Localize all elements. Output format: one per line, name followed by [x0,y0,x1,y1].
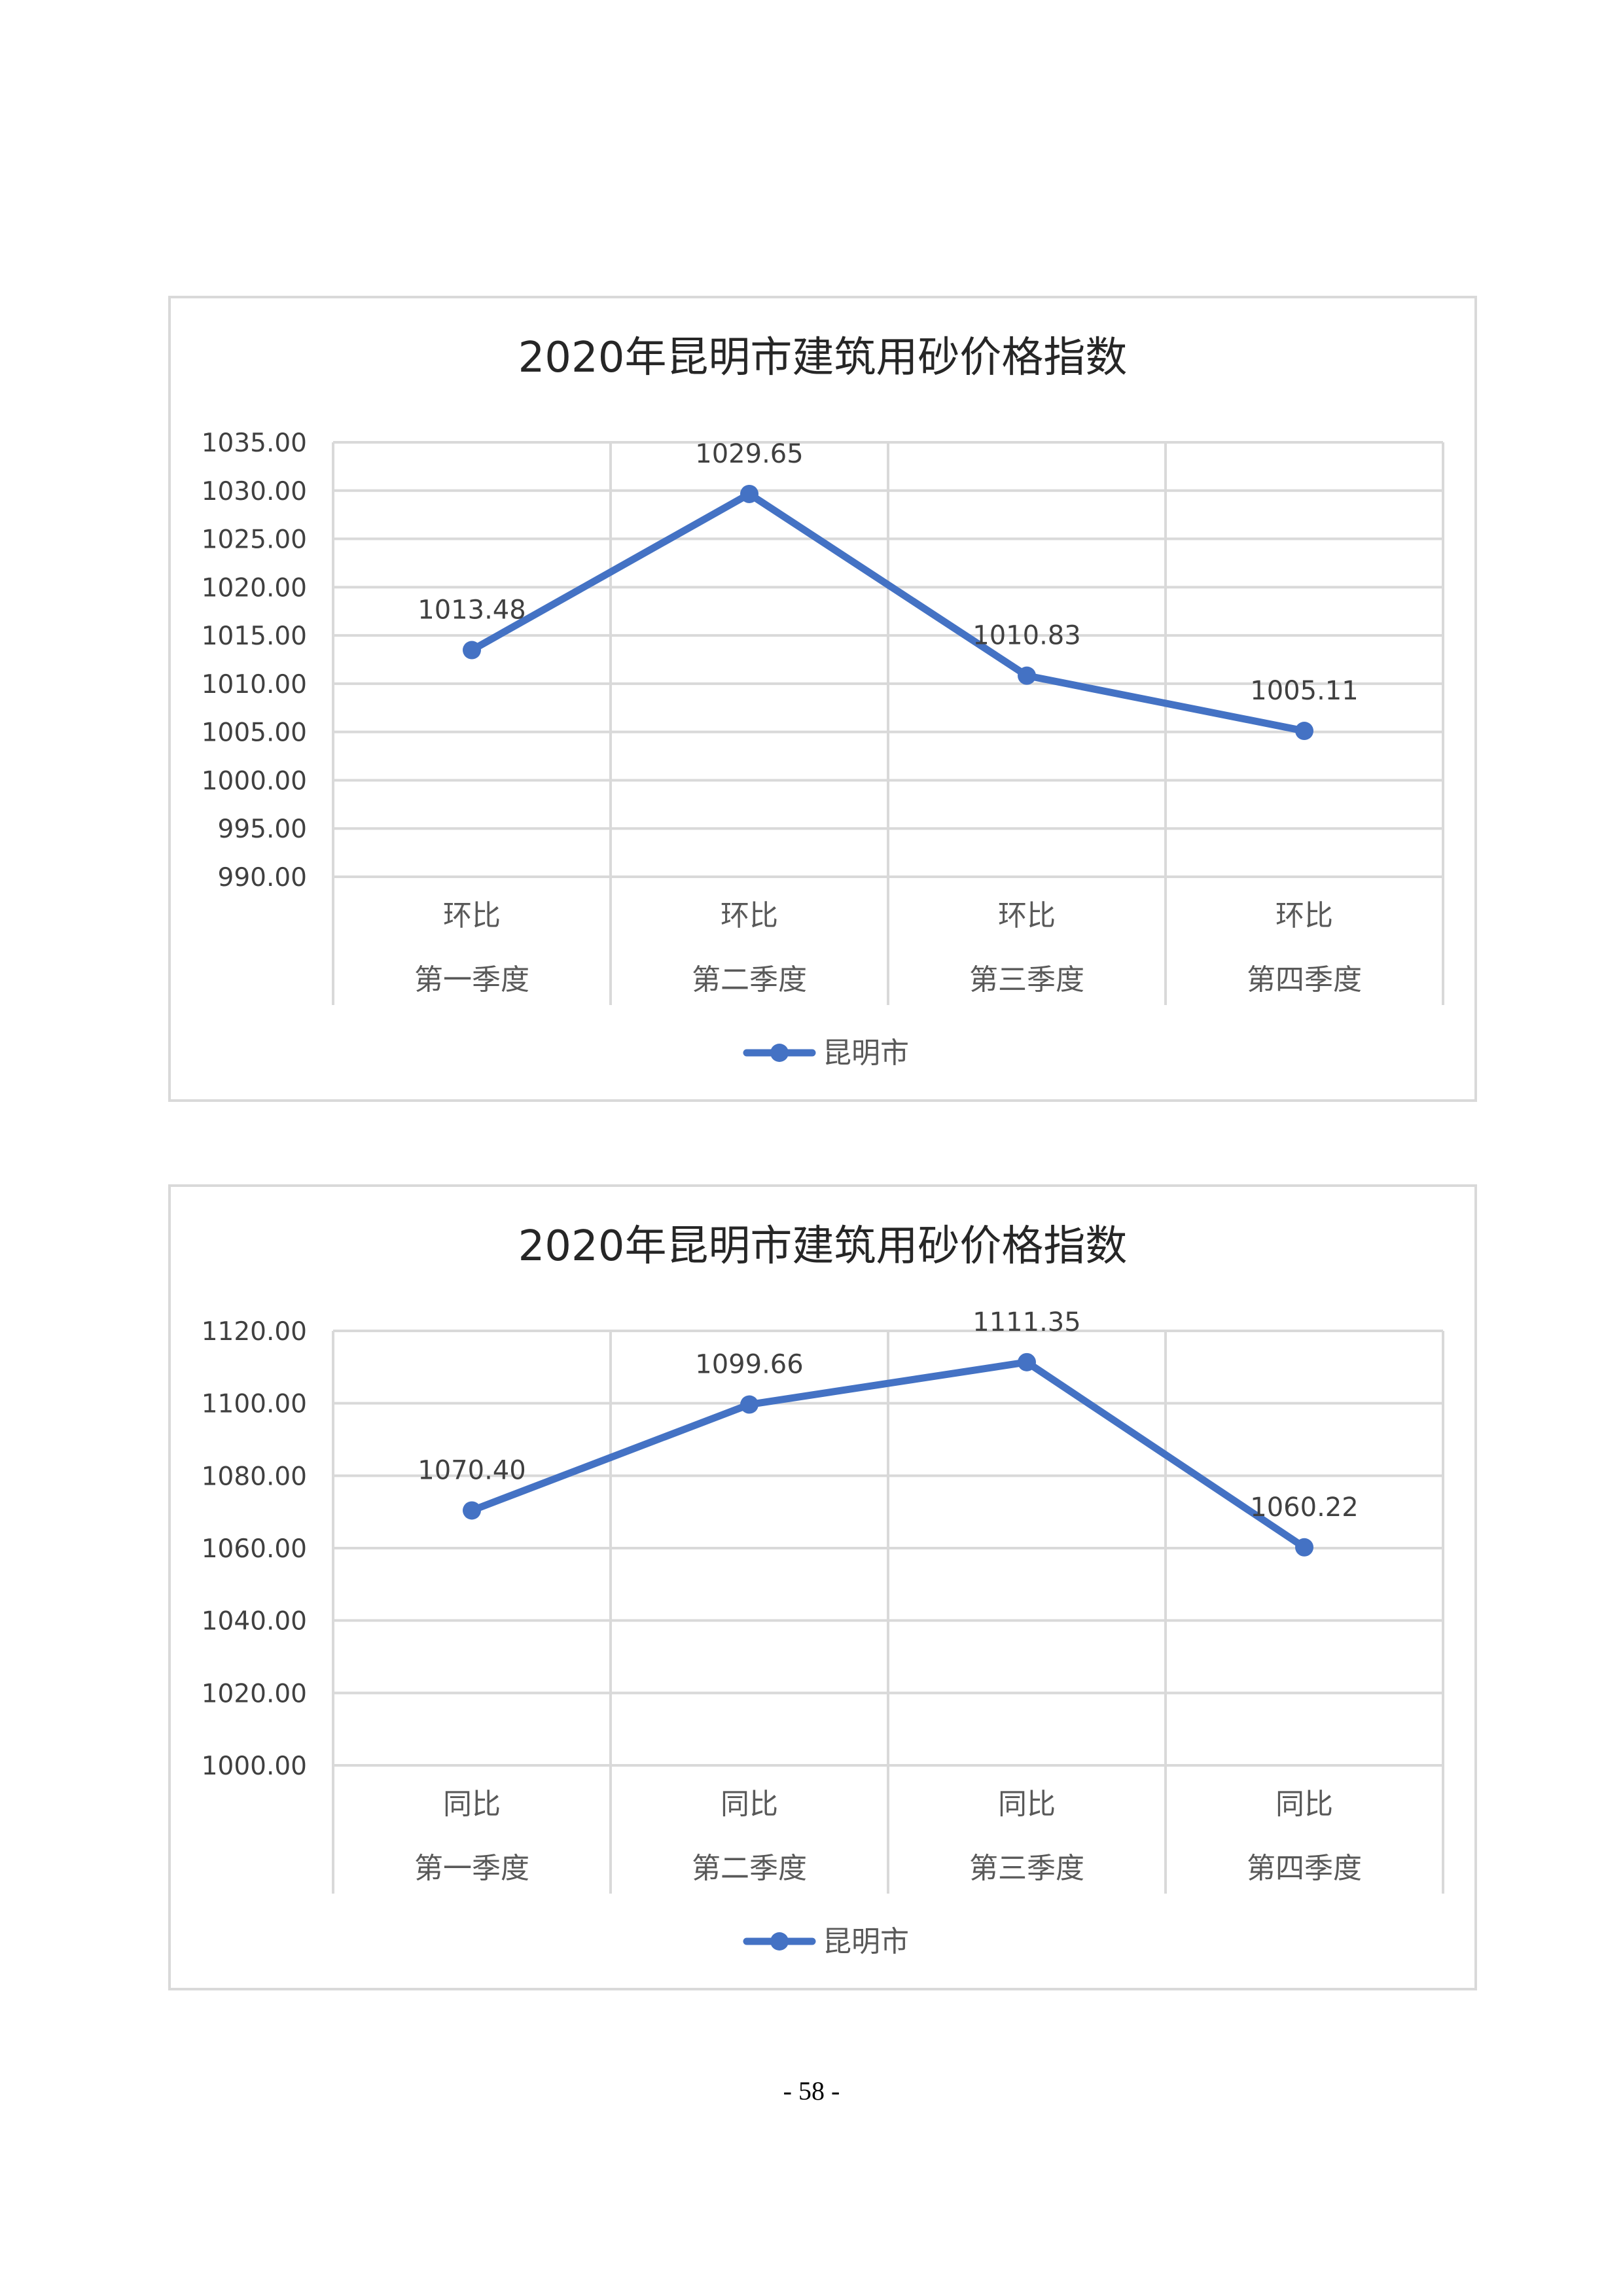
chart-2-data-point [1018,1352,1036,1371]
chart-2-x-tick-label: 同比 [443,1788,501,1821]
chart-2-y-tick-label: 1060.00 [202,1534,307,1564]
chart-year-on-year: 2020年昆明市建筑用砂价格指数 1120.00 1100.00 1080.00 106… [168,1184,1477,1990]
chart-1-legend-label: 昆明市 [823,1036,909,1070]
chart-1-x-tick-label: 环比 [998,899,1056,932]
chart-ring-ratio-svg: 2020年昆明市建筑用砂价格指数 1035.00 1030.00 1025.00 102… [202,334,1444,1070]
chart-1-y-tick-label: 1015.00 [202,622,307,651]
chart-2-y-tick-label: 1040.00 [202,1607,307,1636]
chart-1-y-tick-label: 1025.00 [202,525,307,555]
chart-1-y-tick-label: 995.00 [218,815,307,844]
chart-2-data-point [1295,1538,1313,1557]
chart-2-x-tick-label: 同比 [998,1788,1056,1821]
chart-1-data-label: 1013.48 [418,595,526,626]
chart-2-y-tick-label: 1000.00 [202,1752,307,1781]
chart-2-data-label: 1070.40 [418,1455,526,1485]
chart-2-y-tick-label: 1080.00 [202,1462,307,1491]
chart-1-x-tick-label: 环比 [443,899,501,932]
chart-2-series-line [468,1358,1308,1551]
chart-1-y-tick-label: 1000.00 [202,766,307,796]
chart-2-x-tick-label: 同比 [721,1788,778,1821]
chart-2-x-tick-label: 第二季度 [692,1852,807,1885]
chart-2-data-label: 1099.66 [695,1350,803,1380]
chart-2-y-tick-label: 1100.00 [202,1390,307,1419]
chart-2-legend-label: 昆明市 [823,1925,909,1958]
chart-2-data-point [740,1395,758,1414]
chart-2-x-tick-label: 第三季度 [969,1852,1084,1885]
chart-1-series-line [468,490,1308,735]
chart-1-x-tick-label: 环比 [721,899,778,932]
chart-2-y-tick-label: 1020.00 [202,1679,307,1708]
chart-2-x-tick-label: 同比 [1275,1788,1333,1821]
chart-1-x-tick-label: 第一季度 [414,963,529,997]
page-number: - 58 - [783,2076,840,2106]
chart-1-legend-marker [770,1044,789,1062]
chart-1-data-point [463,641,481,660]
chart-1-x-tick-label: 环比 [1275,899,1333,932]
chart-2-x-tick-label: 第一季度 [414,1852,529,1885]
chart-1-data-label: 1010.83 [972,621,1080,651]
chart-2-data-point [463,1501,481,1520]
chart-1-y-tick-label: 1030.00 [202,477,307,506]
chart-ring-ratio: 2020年昆明市建筑用砂价格指数 1035.00 1030.00 1025.00 102… [168,296,1477,1102]
chart-1-y-tick-label: 1005.00 [202,718,307,748]
chart-1-x-tick-label: 第二季度 [692,963,807,997]
chart-1-data-label: 1029.65 [695,439,803,469]
chart-2-data-label: 1111.35 [972,1307,1080,1337]
chart-2-legend-marker [770,1932,789,1951]
chart-1-y-tick-label: 1020.00 [202,573,307,603]
chart-1-data-label: 1005.11 [1250,676,1358,706]
chart-2-y-tick-label: 1120.00 [202,1317,307,1347]
chart-1-y-tick-label: 1010.00 [202,670,307,699]
chart-2-data-label: 1060.22 [1250,1492,1358,1523]
chart-2-x-tick-label: 第四季度 [1247,1852,1362,1885]
chart-1-x-tick-label: 第四季度 [1247,963,1362,997]
chart-1-data-point [740,484,758,503]
chart-year-on-year-svg: 2020年昆明市建筑用砂价格指数 1120.00 1100.00 1080.00 106… [202,1222,1444,1958]
chart-1-x-tick-label: 第三季度 [969,963,1084,997]
chart-1-data-point [1295,722,1313,741]
chart-1-title: 2020年昆明市建筑用砂价格指数 [518,334,1128,382]
chart-1-y-tick-label: 990.00 [218,863,307,892]
chart-2-title: 2020年昆明市建筑用砂价格指数 [518,1222,1128,1271]
chart-1-y-tick-label: 1035.00 [202,429,307,458]
chart-1-data-point [1018,666,1036,685]
